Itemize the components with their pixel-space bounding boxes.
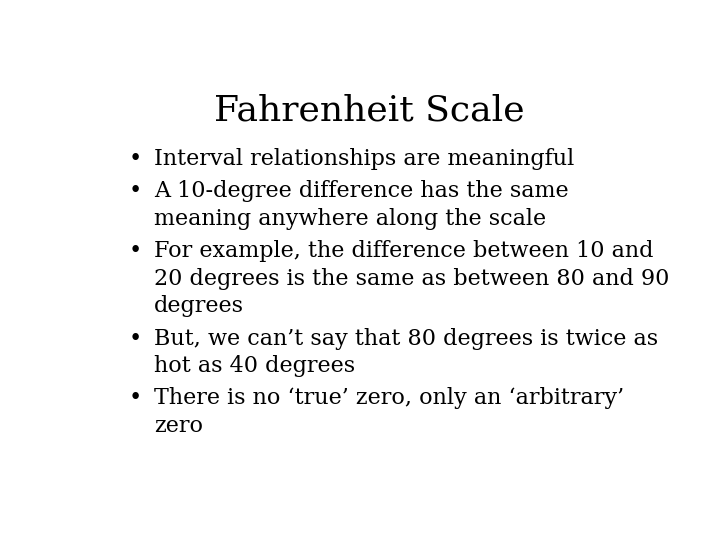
- Text: Interval relationships are meaningful: Interval relationships are meaningful: [154, 148, 575, 170]
- Text: hot as 40 degrees: hot as 40 degrees: [154, 355, 355, 377]
- Text: zero: zero: [154, 415, 203, 437]
- Text: degrees: degrees: [154, 295, 244, 317]
- Text: Fahrenheit Scale: Fahrenheit Scale: [214, 94, 524, 128]
- Text: •: •: [129, 180, 143, 202]
- Text: 20 degrees is the same as between 80 and 90: 20 degrees is the same as between 80 and…: [154, 268, 670, 290]
- Text: But, we can’t say that 80 degrees is twice as: But, we can’t say that 80 degrees is twi…: [154, 328, 658, 349]
- Text: •: •: [129, 388, 143, 409]
- Text: •: •: [129, 148, 143, 170]
- Text: •: •: [129, 240, 143, 262]
- Text: There is no ‘true’ zero, only an ‘arbitrary’: There is no ‘true’ zero, only an ‘arbitr…: [154, 388, 624, 409]
- Text: For example, the difference between 10 and: For example, the difference between 10 a…: [154, 240, 654, 262]
- Text: •: •: [129, 328, 143, 349]
- Text: A 10-degree difference has the same: A 10-degree difference has the same: [154, 180, 569, 202]
- Text: meaning anywhere along the scale: meaning anywhere along the scale: [154, 208, 546, 230]
